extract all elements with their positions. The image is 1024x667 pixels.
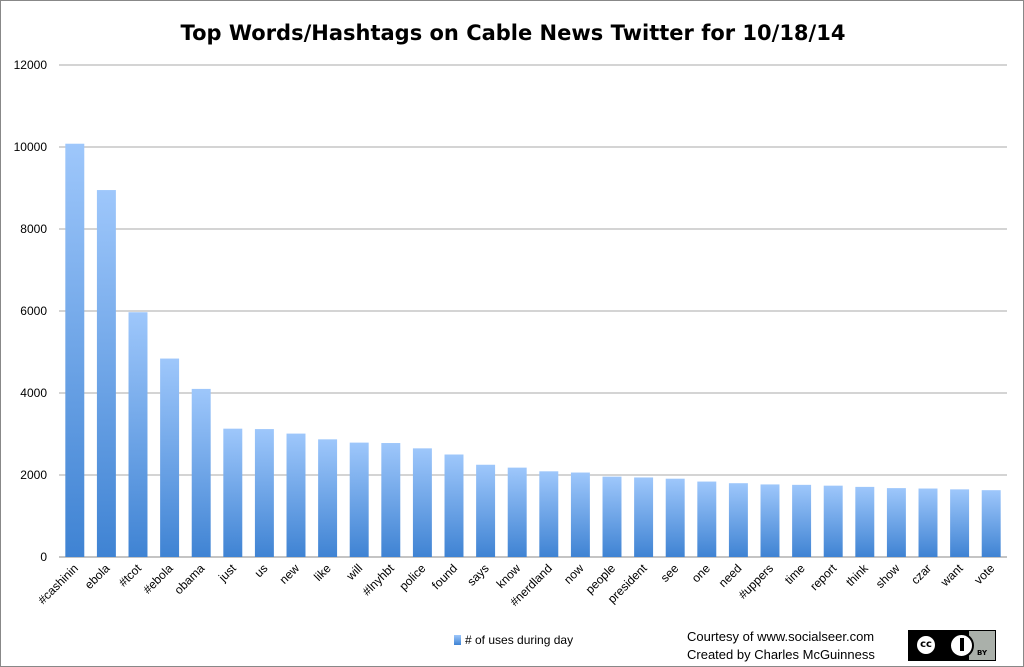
x-tick-label: time xyxy=(782,561,808,587)
bar-police xyxy=(412,448,432,557)
x-tick-label: #ebola xyxy=(140,561,176,597)
legend: # of uses during day xyxy=(454,633,573,647)
x-tick-label: will xyxy=(343,561,365,583)
y-axis-ticks: 0 2000 4000 6000 8000 10000 12000 xyxy=(14,58,48,564)
x-tick-label: czar xyxy=(908,561,934,587)
bar-see xyxy=(665,478,685,557)
bar-vote xyxy=(981,490,1001,557)
bar-us xyxy=(254,429,274,557)
bar-time xyxy=(792,484,812,557)
x-tick-label: report xyxy=(807,561,840,594)
bar-like xyxy=(318,439,338,557)
bar-tcot xyxy=(128,312,148,557)
x-tick-label: police xyxy=(396,561,428,593)
bar-ebola xyxy=(96,190,116,558)
x-tick-label: #tcot xyxy=(116,561,145,590)
legend-swatch xyxy=(454,635,461,645)
bar-uppers xyxy=(760,484,780,557)
bars xyxy=(65,143,1001,558)
x-tick-label: found xyxy=(429,561,460,592)
y-tick-label: 2000 xyxy=(20,468,47,482)
chart-title: Top Words/Hashtags on Cable News Twitter… xyxy=(181,21,846,45)
x-tick-label: ebola xyxy=(82,561,113,592)
x-tick-label: #uppers xyxy=(736,561,777,602)
credits: Courtesy of www.socialseer.com Created b… xyxy=(687,628,875,664)
y-tick-label: 6000 xyxy=(20,304,47,318)
y-tick-label: 0 xyxy=(40,550,47,564)
x-tick-label: new xyxy=(277,561,303,587)
x-tick-label: see xyxy=(658,561,682,585)
bar-president xyxy=(634,477,654,557)
bar-show xyxy=(886,488,906,557)
bar-obama xyxy=(191,388,211,557)
x-tick-label: need xyxy=(716,561,745,590)
y-tick-label: 8000 xyxy=(20,222,47,236)
bar-now xyxy=(570,472,590,557)
x-tick-label: vote xyxy=(971,561,997,587)
x-tick-label: just xyxy=(215,561,239,585)
y-tick-label: 4000 xyxy=(20,386,47,400)
creative-commons-by-icon: cc BY xyxy=(908,630,996,661)
bar-ebola xyxy=(160,358,180,557)
legend-label: # of uses during day xyxy=(465,633,574,647)
bar-cashinin xyxy=(65,143,85,557)
bar-will xyxy=(349,442,369,557)
bar-czar xyxy=(918,488,938,557)
x-tick-label: #cashinin xyxy=(35,561,81,607)
x-tick-label: #lnyhbt xyxy=(360,561,398,599)
x-tick-label: one xyxy=(689,561,713,585)
x-tick-label: think xyxy=(843,561,872,590)
bar-want xyxy=(950,489,970,557)
person-icon xyxy=(960,638,964,651)
bar-report xyxy=(823,485,843,557)
credits-line-2: Created by Charles McGuinness xyxy=(687,647,875,662)
x-tick-label: now xyxy=(561,561,587,587)
bar-new xyxy=(286,433,306,557)
by-label: BY xyxy=(977,649,988,657)
x-tick-label: want xyxy=(937,561,966,590)
bar-found xyxy=(444,454,464,557)
x-tick-label: us xyxy=(252,561,271,580)
x-tick-label: show xyxy=(873,561,903,591)
gridlines xyxy=(59,64,1007,558)
bar-nerdland xyxy=(539,471,559,557)
attribution-icon xyxy=(949,633,974,658)
bar-just xyxy=(223,428,243,557)
bar-think xyxy=(855,486,875,557)
bar-need xyxy=(728,483,748,557)
bar-people xyxy=(602,476,622,557)
credits-line-1: Courtesy of www.socialseer.com xyxy=(687,629,875,644)
bar-says xyxy=(476,464,496,557)
bar-lnyhbt xyxy=(381,443,401,557)
bar-know xyxy=(507,467,527,557)
x-tick-label: like xyxy=(311,561,334,584)
y-tick-label: 12000 xyxy=(14,58,48,72)
x-tick-label: obama xyxy=(171,561,207,597)
x-tick-label: says xyxy=(464,561,491,588)
y-tick-label: 10000 xyxy=(14,140,48,154)
cc-icon: cc xyxy=(915,634,937,656)
bar-one xyxy=(697,481,717,557)
